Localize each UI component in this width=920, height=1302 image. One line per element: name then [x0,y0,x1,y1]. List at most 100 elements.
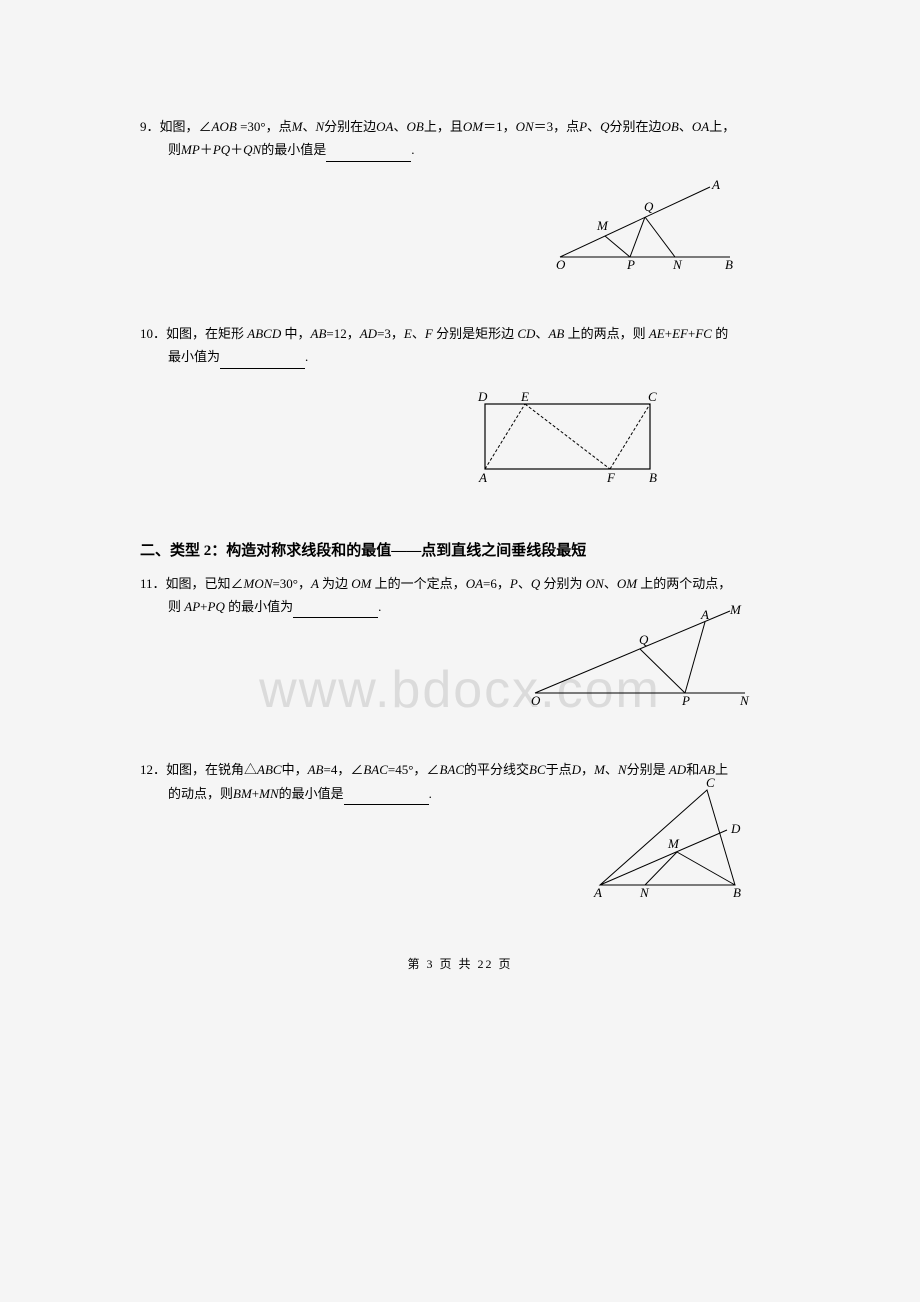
figure-10-container: D E C A F B [140,384,780,494]
p9-qn: QN [243,142,261,157]
p9-l2b: 的最小值是 [261,142,326,157]
p11-t2: 为边 [322,576,351,591]
p9-mp: MP [181,142,200,157]
f12-A: A [593,885,602,900]
f12-N: N [639,885,650,900]
p9-oa2: OA [692,119,709,134]
problem-9: 9．如图，∠AOB =30°，点M、N分别在边OA、OB上，且OM＝1，ON＝3… [140,115,780,277]
p10-t5: 的 [715,326,728,341]
f11-P: P [681,693,690,708]
p11-mon: MON [244,576,273,591]
p11-number: 11． [140,576,166,591]
p11-om: OM [351,576,374,591]
p9-pq: PQ [213,142,230,157]
f11-M: M [729,603,742,617]
f10-A: A [478,470,487,485]
p10-p1: + [665,326,672,341]
p10-blank [220,355,305,369]
p12-bac: BAC [363,762,388,777]
p10-t1: 如图，在矩形 [166,326,247,341]
p10-eq2: =3， [377,326,404,341]
p11-oa: OA [466,576,483,591]
p10-s1: 、 [412,326,425,341]
p11-l2b: 的最小值为 [228,599,293,614]
p9-p2: ＋ [230,142,243,157]
f10-E: E [520,389,529,404]
p11-om2: OM [617,576,640,591]
p12-t3: 的平分线交 [464,762,529,777]
p9-eq2: ＝1， [483,119,516,134]
f11-Q: Q [639,632,649,647]
p12-t2: 中， [282,762,308,777]
p12-eq1: =4，∠ [324,762,364,777]
p12-number: 12． [140,762,166,777]
p9-on: ON [516,119,534,134]
p11-t4: 分别为 [543,576,585,591]
p9-t5: 上， [709,119,735,134]
p10-s2: 、 [535,326,548,341]
p12-t1: 如图，在锐角△ [166,762,257,777]
p10-number: 10． [140,326,166,341]
p10-ab: AB [311,326,327,341]
p9-aob: AOB [212,119,237,134]
figure-10: D E C A F B [465,384,675,489]
p12-eq2: =45°，∠ [388,762,440,777]
p9-blank [326,148,411,162]
figure-12: A N B C D M [585,775,755,900]
p9-p1: ＋ [200,142,213,157]
page-footer: 第 3 页 共 22 页 [140,955,780,972]
p11-s2: 、 [604,576,617,591]
p10-ae: AE [649,326,665,341]
p11-eq2: =6， [483,576,510,591]
f11-O: O [531,693,541,708]
p11-t3: 上的一个定点， [375,576,466,591]
p9-s1: 、 [302,119,315,134]
p9-oa: OA [376,119,393,134]
p11-eq1: =30°， [272,576,311,591]
p12-bac2: BAC [439,762,464,777]
f12-D: D [730,821,741,836]
f9-P: P [626,257,635,272]
p10-f: F [425,326,436,341]
f12-B: B [733,885,741,900]
p10-e: E [404,326,412,341]
p10-fc: FC [695,326,715,341]
f9-A: A [711,177,720,192]
p9-t1: 如图，∠ [160,119,212,134]
p9-period: . [411,142,414,157]
f10-C: C [648,389,657,404]
problem-12: 12．如图，在锐角△ABC中，AB=4，∠BAC=45°，∠BAC的平分线交BC… [140,758,780,905]
problem-10-text: 10．如图，在矩形 ABCD 中，AB=12，AD=3，E、F 分别是矩形边 C… [140,322,780,345]
p9-ob: OB [407,119,424,134]
p12-ab: AB [308,762,324,777]
p12-period: . [429,786,432,801]
p10-t3: 分别是矩形边 [436,326,517,341]
p10-ad: AD [360,326,377,341]
p10-cd: CD [517,326,535,341]
p10-ef: EF [672,326,688,341]
p12-blank [344,791,429,805]
problem-9-text-line2: 则MP＋PQ＋QN的最小值是. [140,138,780,161]
p12-t4: 于点 [546,762,572,777]
p11-p1: + [200,599,207,614]
p9-ob2: OB [662,119,679,134]
p9-eq1: =30°，点 [237,119,292,134]
f10-D: D [477,389,488,404]
p9-s2: 、 [393,119,406,134]
p11-period: . [378,599,381,614]
problem-10: 10．如图，在矩形 ABCD 中，AB=12，AD=3，E、F 分别是矩形边 C… [140,322,780,494]
p12-l2b: 的最小值是 [279,786,344,801]
p9-number: 9． [140,119,160,134]
f9-N: N [672,257,683,272]
p9-t4: 分别在边 [610,119,662,134]
problem-10-text-line2: 最小值为. [140,345,780,368]
p9-s3: 、 [587,119,600,134]
figure-9-container: O M Q P N A B [140,177,780,277]
problem-11-text: 11．如图，已知∠MON=30°，A 为边 OM 上的一个定点，OA=6，P、Q… [140,572,780,595]
p11-pq: PQ [208,599,229,614]
p9-m: M [292,119,303,134]
p12-abc: ABC [257,762,282,777]
p11-q: Q [531,576,544,591]
p11-s1: 、 [518,576,531,591]
section-header-2: 二、类型 2：构造对称求线段和的最值——点到直线之间垂线段最短 [140,539,780,560]
